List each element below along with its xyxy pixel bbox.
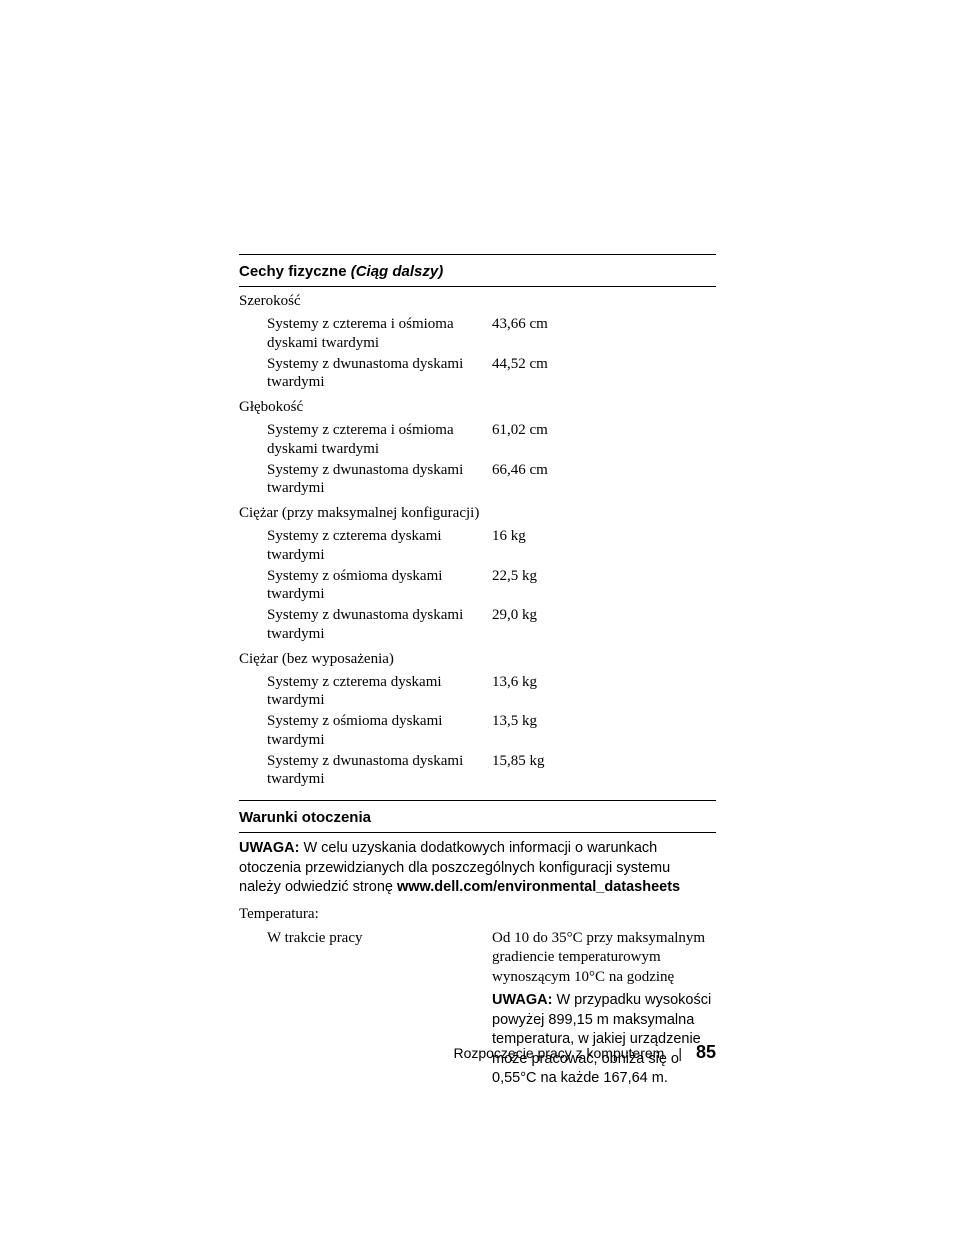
row-label: Systemy z czterema dyskami twardymi [239, 673, 492, 711]
row-value: 16 kg [492, 527, 716, 565]
section-physical-header: Cechy fizyczne (Ciąg dalszy) [239, 255, 716, 286]
page-content: Cechy fizyczne (Ciąg dalszy) Szerokość S… [239, 254, 716, 1091]
page-number: 85 [696, 1042, 716, 1063]
group-weight-max-label: Ciężar (przy maksymalnej konfiguracji) [239, 499, 716, 526]
row-weightmax-8: Systemy z ośmioma dyskami twardymi 22,5 … [239, 566, 716, 606]
temp-operating-valcol: Od 10 do 35°C przy maksymalnym gradienci… [492, 929, 716, 1089]
footer-separator: | [664, 1045, 696, 1061]
section-physical-title: Cechy fizyczne [239, 263, 347, 280]
row-value: 22,5 kg [492, 567, 716, 605]
section-env-header: Warunki otoczenia [239, 801, 716, 832]
row-label: Systemy z ośmioma dyskami twardymi [239, 712, 492, 750]
inline-note-prefix: UWAGA: [492, 992, 552, 1008]
row-label: Systemy z dwunastoma dyskami twardymi [239, 461, 492, 499]
page-footer: Rozpoczęcie pracy z komputerem | 85 [239, 1042, 716, 1063]
env-note: UWAGA: W celu uzyskania dodatkowych info… [239, 833, 716, 900]
row-weightmax-12: Systemy z dwunastoma dyskami twardymi 29… [239, 605, 716, 645]
row-width-48: Systemy z czterema i ośmioma dyskami twa… [239, 314, 716, 354]
row-weightmax-4: Systemy z czterema dyskami twardymi 16 k… [239, 526, 716, 566]
note-url: www.dell.com/environmental_datasheets [397, 879, 680, 895]
row-label: Systemy z czterema i ośmioma dyskami twa… [239, 315, 492, 353]
group-width-label: Szerokość [239, 287, 716, 314]
row-value: 15,85 kg [492, 752, 716, 790]
temp-operating-value: Od 10 do 35°C przy maksymalnym gradienci… [492, 929, 716, 988]
group-weight-empty-label: Ciężar (bez wyposażenia) [239, 645, 716, 672]
row-value: 29,0 kg [492, 606, 716, 644]
row-label: Systemy z dwunastoma dyskami twardymi [239, 355, 492, 393]
row-depth-12: Systemy z dwunastoma dyskami twardymi 66… [239, 460, 716, 500]
row-label: Systemy z dwunastoma dyskami twardymi [239, 606, 492, 644]
temp-operating-row: W trakcie pracy Od 10 do 35°C przy maksy… [239, 927, 716, 1091]
row-value: 13,5 kg [492, 712, 716, 750]
row-value: 13,6 kg [492, 673, 716, 711]
row-label: Systemy z ośmioma dyskami twardymi [239, 567, 492, 605]
row-label: Systemy z czterema i ośmioma dyskami twa… [239, 421, 492, 459]
row-label: Systemy z czterema dyskami twardymi [239, 527, 492, 565]
row-weightempty-8: Systemy z ośmioma dyskami twardymi 13,5 … [239, 711, 716, 751]
row-label: Systemy z dwunastoma dyskami twardymi [239, 752, 492, 790]
row-weightempty-4: Systemy z czterema dyskami twardymi 13,6… [239, 672, 716, 712]
section-env-title: Warunki otoczenia [239, 809, 371, 826]
section-physical-cont: (Ciąg dalszy) [347, 263, 444, 280]
temp-operating-label: W trakcie pracy [239, 929, 492, 1089]
row-weightempty-12: Systemy z dwunastoma dyskami twardymi 15… [239, 751, 716, 791]
group-depth-label: Głębokość [239, 393, 716, 420]
row-value: 66,46 cm [492, 461, 716, 499]
footer-text: Rozpoczęcie pracy z komputerem [453, 1045, 664, 1061]
row-value: 44,52 cm [492, 355, 716, 393]
row-width-12: Systemy z dwunastoma dyskami twardymi 44… [239, 354, 716, 394]
temp-inline-note: UWAGA: W przypadku wysokości powyżej 899… [492, 987, 716, 1089]
row-depth-48: Systemy z czterema i ośmioma dyskami twa… [239, 420, 716, 460]
row-value: 61,02 cm [492, 421, 716, 459]
note-prefix: UWAGA: [239, 840, 299, 856]
temp-label: Temperatura: [239, 900, 716, 927]
row-value: 43,66 cm [492, 315, 716, 353]
